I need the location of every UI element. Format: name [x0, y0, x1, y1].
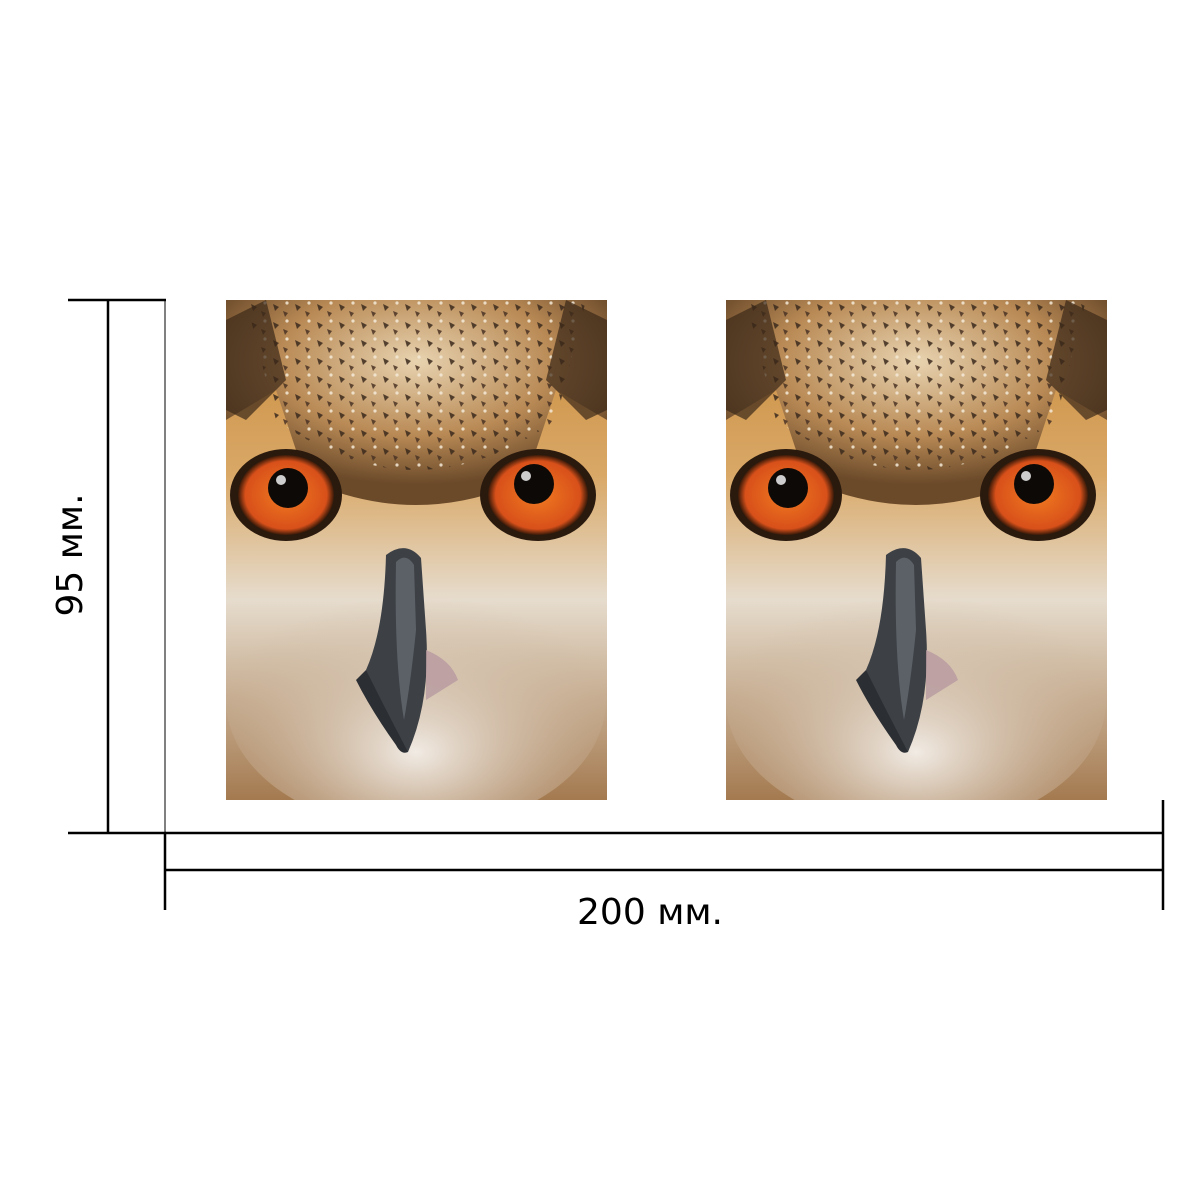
owl-image-left — [226, 300, 607, 800]
height-label: 95 мм. — [50, 493, 91, 616]
owl-image-right — [726, 300, 1107, 800]
width-label: 200 мм. — [577, 892, 723, 933]
